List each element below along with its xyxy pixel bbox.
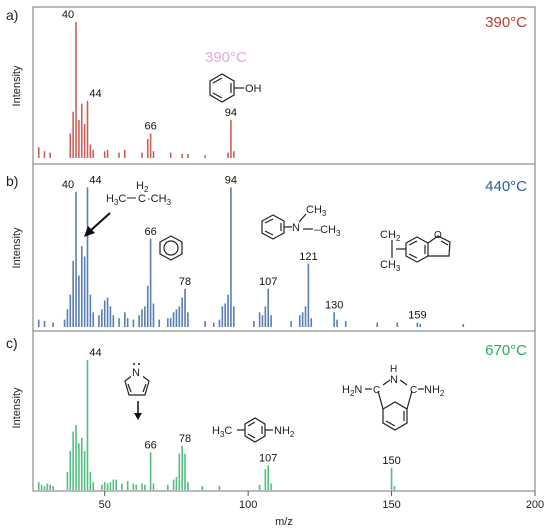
peak-label-94: 94: [225, 174, 237, 186]
panel-a: 40 44 66 94 a) 390°C 390°C Intensity OH: [6, 7, 535, 164]
panel-a-frame: [33, 7, 535, 164]
svg-text:H3C: H3C: [106, 193, 126, 207]
panel-a-label: a): [6, 7, 18, 23]
svg-text:H3C: H3C: [212, 425, 232, 439]
peak-label-44: 44: [89, 88, 101, 100]
x-tick-label-200: 200: [526, 499, 544, 511]
x-axis: 50 100 150 200: [99, 491, 545, 511]
svg-text:N: N: [132, 367, 140, 379]
x-tick-label-100: 100: [239, 499, 257, 511]
x-tick-label-150: 150: [382, 499, 400, 511]
toluidine-structure: [237, 418, 273, 442]
panel-b-ylabel: Intensity: [11, 227, 23, 268]
panel-c-frame: [33, 331, 535, 491]
svg-text:C: C: [373, 385, 380, 396]
panel-c-ylabel: Intensity: [11, 387, 23, 428]
panel-a-peaks: [39, 22, 234, 158]
svg-text:CH3: CH3: [306, 204, 327, 218]
peak-label-66: 66: [144, 226, 156, 238]
dimethylaniline-structure: [262, 214, 313, 239]
svg-text:O: O: [434, 230, 442, 241]
panel-b-peak-labels: 40 44 66 78 94 107 121 130 159: [62, 174, 427, 321]
propyl-radical-structure: H3C H2 C ·CH3: [106, 180, 172, 207]
panel-a-ghost-temperature: 390°C: [205, 49, 247, 66]
phenol-structure: [210, 74, 244, 102]
peak-label-94: 94: [225, 107, 237, 119]
svg-text:NH2: NH2: [274, 425, 295, 439]
svg-text:–CH3: –CH3: [314, 224, 341, 238]
panel-a-ylabel: Intensity: [11, 65, 23, 106]
x-tick-label-50: 50: [99, 499, 111, 511]
panel-a-temperature: 390°C: [485, 14, 527, 31]
svg-text:C: C: [138, 193, 146, 205]
panel-b-peaks: [39, 187, 464, 327]
peak-label-78: 78: [179, 433, 191, 445]
panel-c-temperature: 670°C: [485, 342, 527, 359]
peak-label-107: 107: [259, 276, 277, 288]
svg-text:H2N: H2N: [342, 384, 362, 398]
panel-b-temperature: 440°C: [485, 178, 527, 195]
svg-text:H2: H2: [136, 180, 149, 194]
x-axis-label: m/z: [275, 516, 293, 528]
peak-label-130: 130: [325, 299, 343, 311]
panel-c-label: c): [6, 335, 18, 351]
svg-text:·CH3: ·CH3: [147, 193, 172, 207]
panel-b-label: b): [6, 173, 18, 189]
panel-c-peak-labels: 44 66 78 107 150: [89, 347, 400, 467]
peak-label-44: 44: [89, 174, 101, 186]
peak-label-66: 66: [144, 439, 156, 451]
peak-label-66: 66: [144, 121, 156, 133]
peak-label-150: 150: [382, 455, 400, 467]
phenol-oh-label: OH: [245, 83, 262, 95]
peak-label-78: 78: [179, 276, 191, 288]
panel-c: 44 66 78 107 150 c) 670°C Intensity N N H3C: [6, 331, 535, 491]
peak-label-107: 107: [259, 452, 277, 464]
panel-b: 40 44 66 78 94 107 121 130 159 b) 440°C Intensit…: [6, 164, 535, 331]
svg-text:CH2: CH2: [380, 229, 401, 243]
peak-label-44: 44: [89, 347, 101, 359]
svg-text:CH3: CH3: [380, 259, 401, 273]
dimethylaniline-n-label: N: [292, 222, 300, 234]
svg-text:N: N: [390, 374, 398, 386]
svg-text:C: C: [410, 385, 417, 396]
peak-label-40: 40: [62, 179, 74, 191]
svg-text:NH2: NH2: [424, 384, 445, 398]
peak-label-40: 40: [62, 9, 74, 21]
arrow-down-icon: [134, 401, 142, 420]
benzene-structure: [160, 236, 182, 260]
peak-label-121: 121: [299, 251, 317, 263]
peak-label-159: 159: [408, 310, 426, 322]
